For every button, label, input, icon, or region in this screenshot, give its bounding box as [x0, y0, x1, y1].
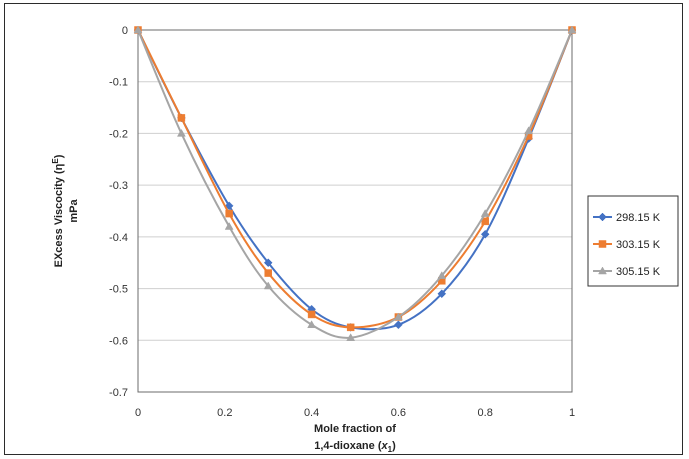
chart-frame: 0 -0.1 -0.2 -0.3 -0.4 -0.5 -0.6 -0.7 0 0.2 0.4 0.6… [4, 3, 683, 455]
data-point [346, 333, 356, 341]
series-line [137, 29, 573, 339]
y-axis-title-units: mPa [68, 199, 80, 223]
x-axis-title-sub: 1 [388, 445, 393, 454]
legend-marker [598, 240, 607, 248]
x-tick-label: 1 [569, 407, 575, 419]
legend-entry-1: 298.15 K [593, 212, 661, 224]
x-tick-label: 0.2 [217, 407, 232, 419]
x-tick-label: 0 [135, 407, 141, 419]
x-tick-label: 0.4 [304, 407, 319, 419]
data-point [224, 201, 234, 211]
data-point [524, 126, 534, 135]
data-point [393, 312, 403, 321]
data-point [263, 258, 273, 268]
data-point [567, 25, 577, 34]
x-axis-title-var: x [381, 440, 389, 452]
legend-marker [598, 266, 607, 275]
data-point [264, 269, 272, 277]
series-3 [133, 25, 577, 341]
y-tick-label: -0.1 [109, 77, 128, 89]
data-point [437, 289, 447, 299]
data-point [437, 271, 447, 279]
legend-label: 305.15 K [616, 266, 661, 278]
data-point [224, 222, 234, 230]
y-axis-title-end: ) [53, 154, 65, 158]
x-tick-label: 0.6 [391, 407, 406, 419]
legend-label: 303.15 K [616, 239, 661, 251]
legend-marker [598, 212, 607, 222]
x-axis-title-line2: 1,4-dioxane (x1) [314, 440, 396, 454]
x-axis-title-line1: Mole fraction of [314, 423, 396, 435]
y-axis-title: EXcess Viscocity (ηE) [51, 154, 65, 267]
data-point [307, 320, 317, 329]
y-tick-label: -0.4 [109, 232, 128, 244]
data-point [133, 25, 143, 34]
legend-label: 298.15 K [616, 212, 661, 224]
data-point [346, 323, 355, 332]
legend-entry-3: 305.15 K [593, 266, 661, 278]
plot-area [137, 29, 573, 393]
gridlines [138, 81, 572, 341]
data-point [176, 128, 186, 137]
y-tick-label: -0.3 [109, 180, 128, 192]
y-tick-label: -0.2 [109, 128, 128, 140]
y-axis-title-sup: E [51, 158, 60, 164]
data-point [480, 229, 490, 239]
chart-svg: 0 -0.1 -0.2 -0.3 -0.4 -0.5 -0.6 -0.7 0 0.2 0.4 0.6… [51, 25, 679, 454]
y-tick-label: -0.5 [109, 284, 128, 296]
y-axis-tick-labels: 0 -0.1 -0.2 -0.3 -0.4 -0.5 -0.6 -0.7 [109, 25, 128, 399]
data-point [263, 281, 273, 290]
series-2 [134, 26, 576, 332]
series-1 [133, 25, 577, 332]
series-group [133, 25, 577, 341]
data-point [394, 320, 403, 330]
data-point [481, 217, 489, 226]
x-axis-title-main: 1,4-dioxane ( [314, 440, 382, 452]
legend-entry-2: 303.15 K [593, 239, 661, 251]
x-axis-tick-labels: 0 0.2 0.4 0.6 0.8 1 [135, 407, 575, 419]
y-tick-label: -0.7 [109, 387, 128, 399]
x-axis-title-end: ) [392, 440, 396, 452]
y-tick-label: -0.6 [109, 335, 128, 347]
data-point [225, 209, 233, 218]
y-axis-title-main: EXcess Viscocity (η [53, 163, 65, 267]
y-tick-label: 0 [122, 25, 128, 37]
data-point [177, 114, 186, 122]
legend: 298.15 K 303.15 K 305.15 K [587, 195, 679, 287]
data-point [480, 209, 490, 217]
x-tick-label: 0.8 [478, 407, 493, 419]
data-point [307, 310, 316, 319]
plot-area-border [137, 29, 573, 393]
